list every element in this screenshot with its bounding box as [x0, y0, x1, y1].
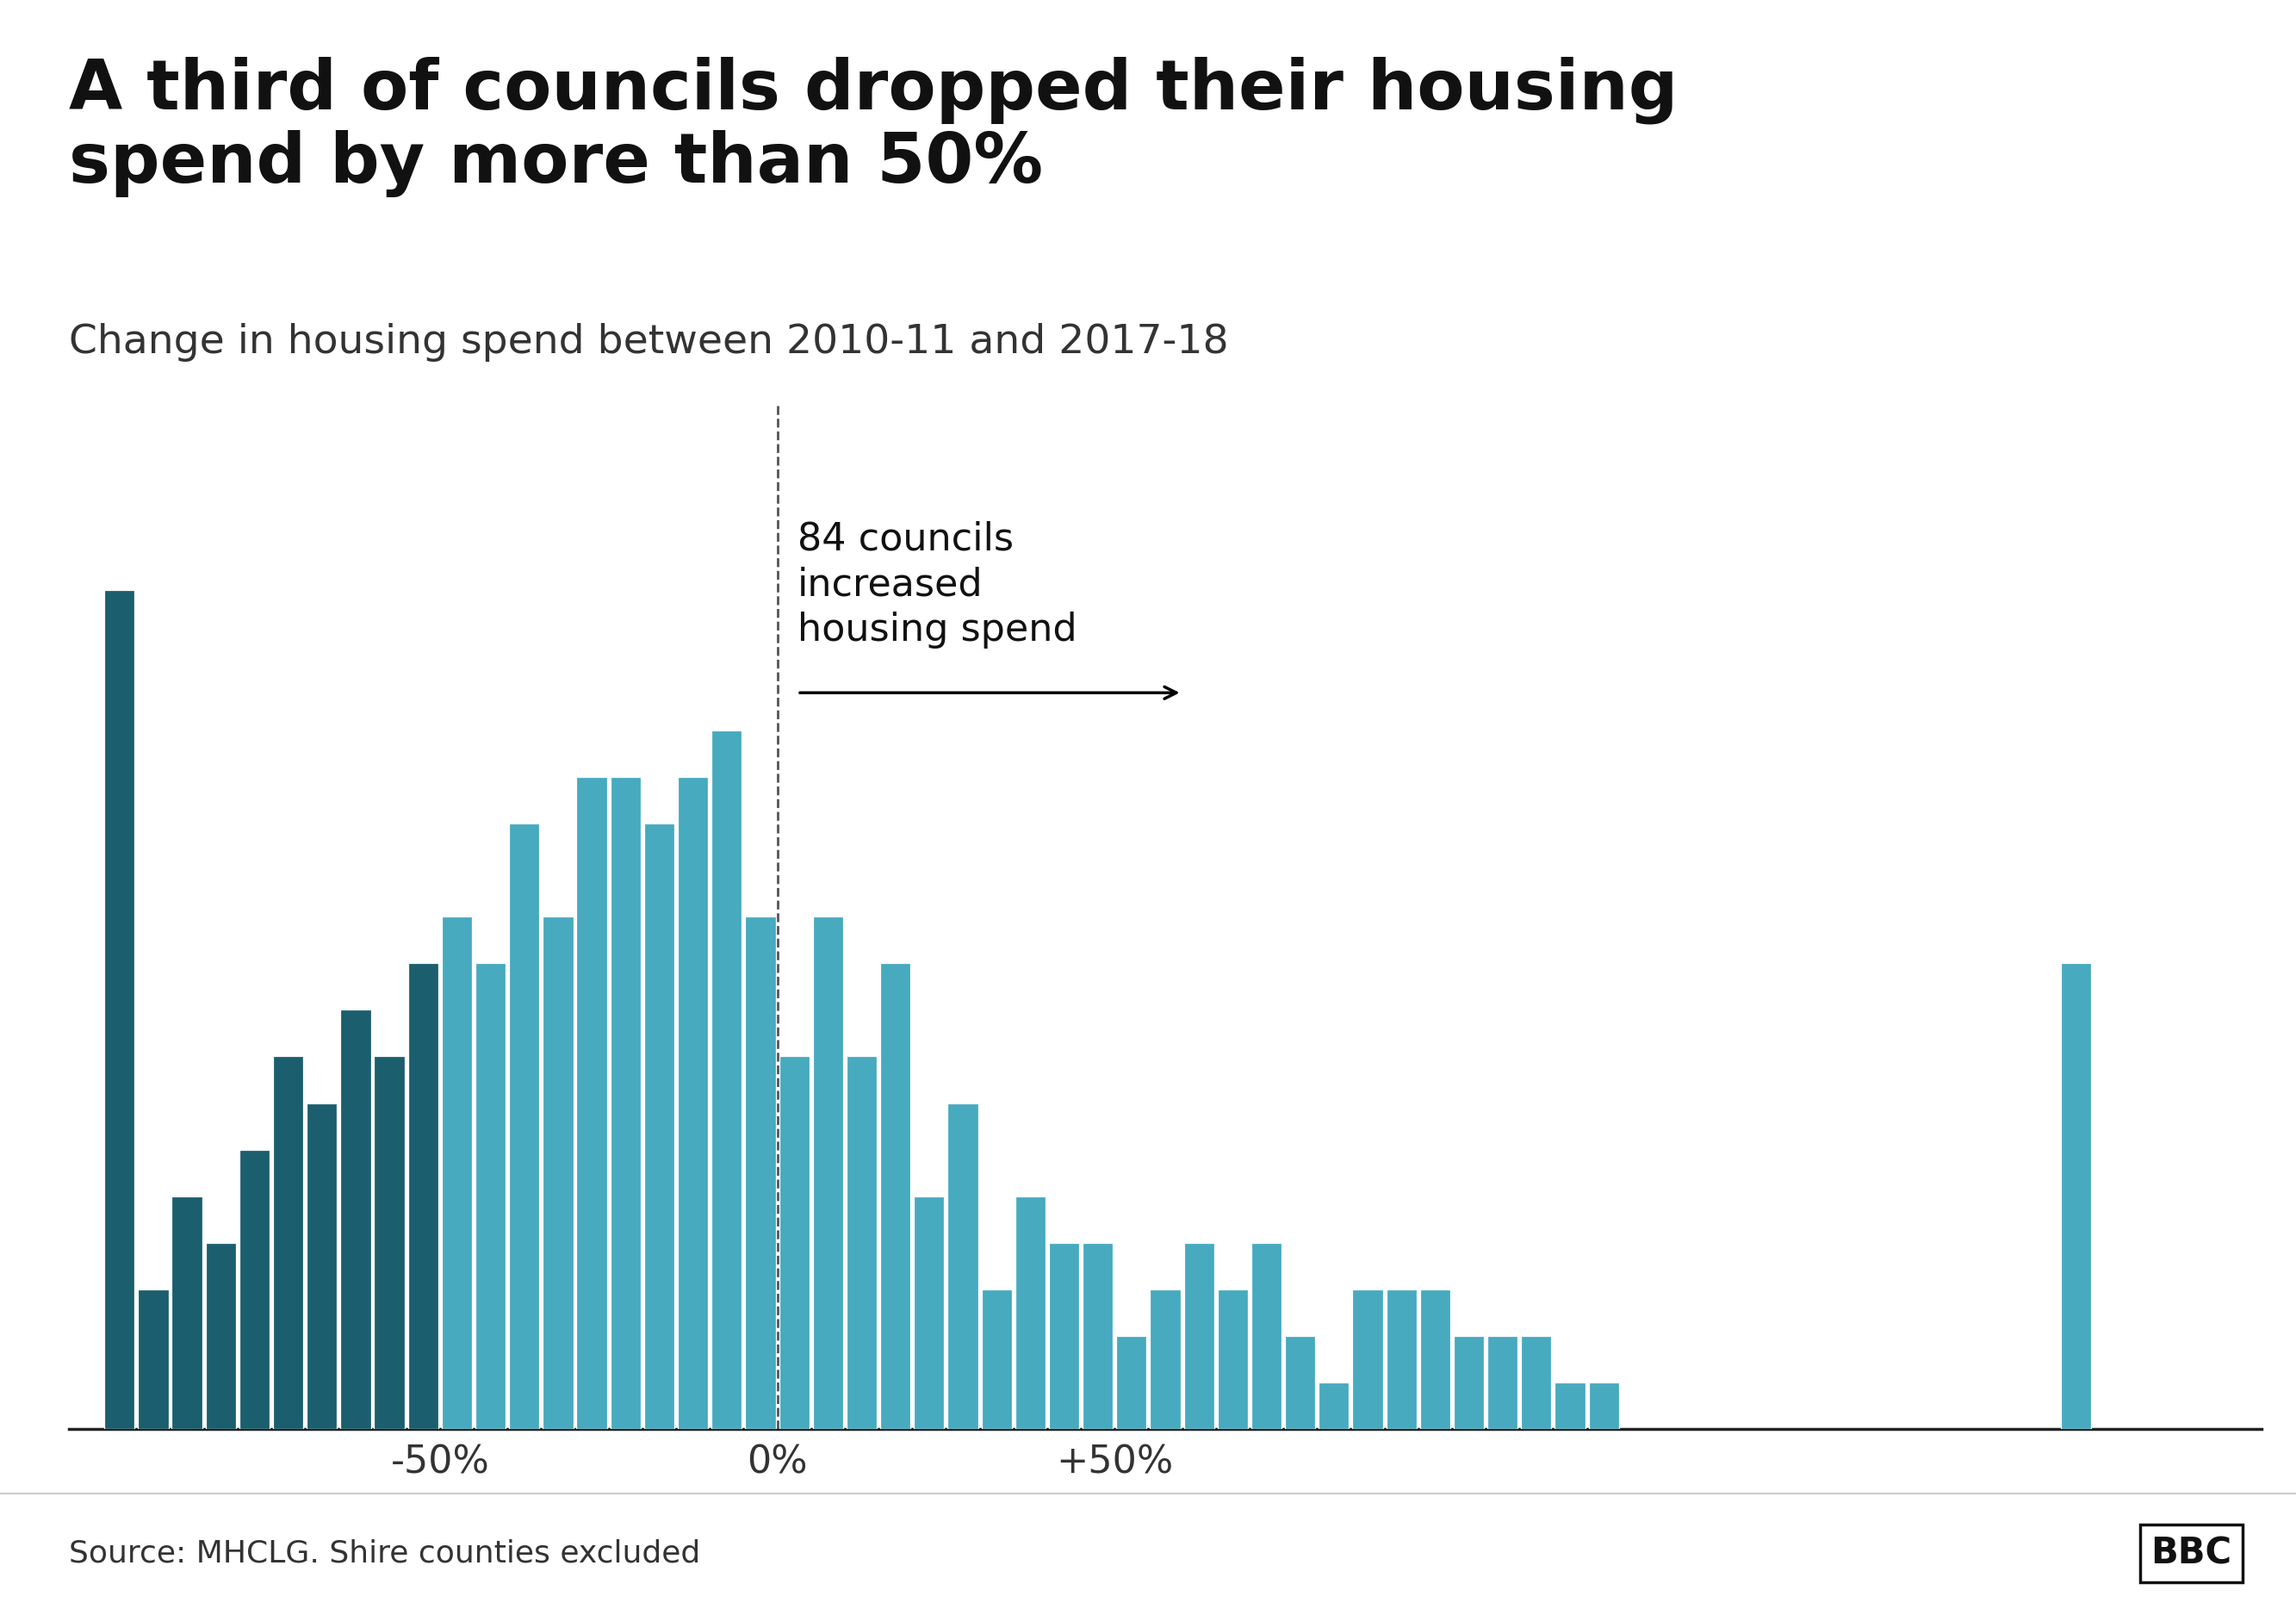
Bar — [980, 1289, 1013, 1429]
Bar — [1185, 1244, 1215, 1429]
Bar — [239, 1150, 269, 1429]
Bar — [409, 963, 439, 1429]
Bar — [1589, 1382, 1619, 1429]
Bar — [475, 963, 505, 1429]
Bar — [1488, 1336, 1518, 1429]
Bar — [340, 1009, 370, 1429]
Bar — [712, 730, 742, 1429]
Bar — [1116, 1336, 1146, 1429]
Bar — [1419, 1289, 1451, 1429]
Text: Source: MHCLG. Shire counties excluded: Source: MHCLG. Shire counties excluded — [69, 1539, 700, 1568]
Bar — [813, 917, 843, 1429]
Text: A third of councils dropped their housing
spend by more than 50%: A third of councils dropped their housin… — [69, 57, 1678, 197]
Bar — [374, 1056, 404, 1429]
Bar — [1015, 1197, 1045, 1429]
Bar — [1217, 1289, 1247, 1429]
Bar — [778, 1056, 808, 1429]
Bar — [611, 777, 641, 1429]
Bar — [138, 1289, 168, 1429]
Bar — [207, 1244, 236, 1429]
Bar — [308, 1103, 338, 1429]
Bar — [273, 1056, 303, 1429]
Bar — [2062, 963, 2092, 1429]
Bar — [746, 917, 776, 1429]
Bar — [1554, 1382, 1584, 1429]
Bar — [576, 777, 606, 1429]
Text: Change in housing spend between 2010-11 and 2017-18: Change in housing spend between 2010-11 … — [69, 323, 1228, 362]
Bar — [1453, 1336, 1483, 1429]
Bar — [103, 589, 135, 1429]
Bar — [542, 917, 574, 1429]
Bar — [847, 1056, 877, 1429]
Text: 84 councils
increased
housing spend: 84 councils increased housing spend — [797, 520, 1077, 649]
Bar — [1318, 1382, 1350, 1429]
Bar — [948, 1103, 978, 1429]
Bar — [172, 1197, 202, 1429]
Text: BBC: BBC — [2151, 1536, 2232, 1571]
Bar — [645, 824, 675, 1429]
Bar — [510, 824, 540, 1429]
Bar — [879, 963, 912, 1429]
Bar — [1084, 1244, 1114, 1429]
Bar — [1286, 1336, 1316, 1429]
Bar — [677, 777, 707, 1429]
Bar — [1352, 1289, 1382, 1429]
Bar — [1049, 1244, 1079, 1429]
Bar — [1387, 1289, 1417, 1429]
Bar — [1251, 1244, 1281, 1429]
Bar — [441, 917, 473, 1429]
Bar — [1522, 1336, 1552, 1429]
Bar — [1150, 1289, 1180, 1429]
Bar — [914, 1197, 944, 1429]
